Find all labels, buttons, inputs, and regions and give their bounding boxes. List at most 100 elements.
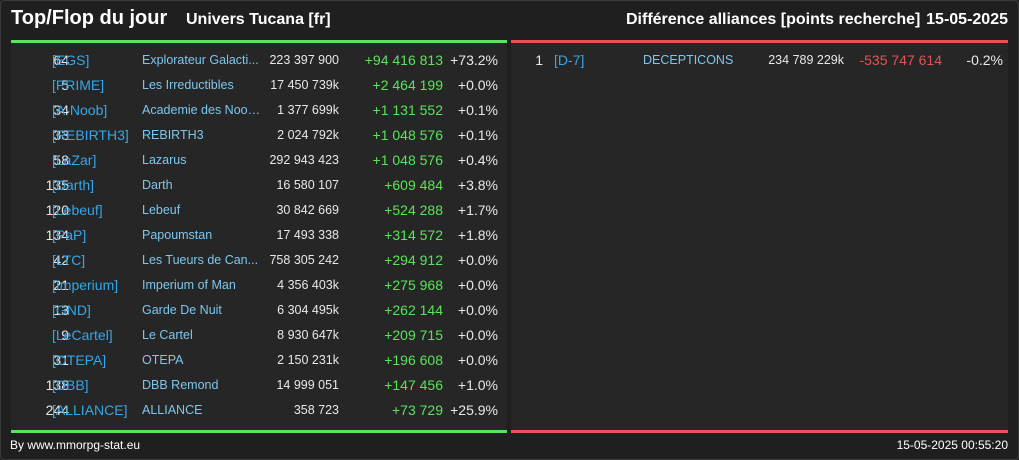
- table-row: 13 [GND] Garde De Nuit 6 304 495k +262 144 +0…: [11, 298, 507, 323]
- percent-cell: +3.8%: [457, 177, 498, 193]
- rank-cell: 21: [53, 277, 69, 293]
- alliance-tag-link[interactable]: [LaZar]: [52, 152, 97, 168]
- percent-cell: +0.1%: [457, 102, 498, 118]
- page-title: Top/Flop du jour: [11, 7, 168, 29]
- points-cell: 292 943 423: [269, 153, 339, 167]
- difference-cell: +1 048 576: [372, 152, 443, 168]
- difference-cell: -535 747 614: [859, 52, 942, 68]
- header-date: 15-05-2025: [926, 11, 1008, 28]
- table-row: 138 [DBB] DBB Remond 14 999 051 +147 456 +1.0…: [11, 373, 507, 398]
- points-cell: 2 150 231k: [277, 353, 339, 367]
- points-cell: 234 789 229k: [768, 53, 844, 67]
- alliance-tag-link[interactable]: [ALLIANCE]: [52, 402, 128, 418]
- alliance-name-link[interactable]: Explorateur Galacti...: [142, 53, 259, 67]
- alliance-tag-link[interactable]: [PaP]: [52, 227, 87, 243]
- difference-cell: +314 572: [384, 227, 443, 243]
- difference-cell: +1 131 552: [372, 102, 443, 118]
- universe-label: Univers Tucana [fr]: [186, 11, 331, 28]
- percent-cell: -0.2%: [966, 52, 1003, 68]
- alliance-tag-link[interactable]: [PRIME]: [52, 77, 105, 93]
- rank-cell: 1: [535, 52, 543, 68]
- points-cell: 6 304 495k: [277, 303, 339, 317]
- table-row: 5 [PRIME] Les Irreductibles 17 450 739k +2 4…: [11, 73, 507, 98]
- rank-cell: 135: [45, 177, 69, 193]
- difference-cell: +209 715: [384, 327, 443, 343]
- percent-cell: +0.0%: [457, 77, 498, 93]
- points-cell: 30 842 669: [276, 203, 339, 217]
- alliance-name-link[interactable]: DECEPTICONS: [643, 53, 734, 67]
- alliance-name-link[interactable]: Lazarus: [142, 153, 187, 167]
- rank-cell: 58: [53, 152, 69, 168]
- alliance-tag-link[interactable]: [REBIRTH3]: [52, 127, 129, 143]
- flop-panel: 1 [D-7] DECEPTICONS 234 789 229k -535 747 61…: [511, 40, 1008, 433]
- source-credit: By www.mmorpg-stat.eu: [10, 438, 141, 452]
- difference-cell: +609 484: [384, 177, 443, 193]
- alliance-name-link[interactable]: Academie des Noob...: [142, 103, 262, 117]
- alliance-tag-link[interactable]: [Darth]: [52, 177, 95, 193]
- percent-cell: +73.2%: [450, 52, 498, 68]
- points-cell: 8 930 647k: [277, 328, 339, 342]
- alliance-tag-link[interactable]: [D-7]: [554, 52, 585, 68]
- percent-cell: +1.7%: [457, 202, 498, 218]
- alliance-tag-link[interactable]: [EGS]: [52, 52, 90, 68]
- rank-cell: 9: [61, 327, 69, 343]
- alliance-name-link[interactable]: Darth: [142, 178, 173, 192]
- alliance-tag-link[interactable]: [Lebeuf]: [52, 202, 103, 218]
- percent-cell: +0.0%: [457, 302, 498, 318]
- alliance-name-link[interactable]: Lebeuf: [142, 203, 181, 217]
- alliance-name-link[interactable]: Garde De Nuit: [142, 303, 222, 317]
- points-cell: 17 450 739k: [270, 78, 339, 92]
- points-cell: 14 999 051: [276, 378, 339, 392]
- table-row: 244 [ALLIANCE] ALLIANCE 358 723 +73 729 +25.9…: [11, 398, 507, 423]
- difference-cell: +262 144: [384, 302, 443, 318]
- percent-cell: +0.0%: [457, 277, 498, 293]
- difference-cell: +94 416 813: [364, 52, 443, 68]
- alliance-name-link[interactable]: Le Cartel: [142, 328, 193, 342]
- table-row: 31 [OTEPA] OTEPA 2 150 231k +196 608 +0.0%: [11, 348, 507, 373]
- table-row: 34 [A-Noob] Academie des Noob... 1 377 699k…: [11, 98, 507, 123]
- table-row: 120 [Lebeuf] Lebeuf 30 842 669 +524 288 +1.7%: [11, 198, 507, 223]
- alliance-name-link[interactable]: Les Tueurs de Can...: [142, 253, 259, 267]
- percent-cell: +1.0%: [457, 377, 498, 393]
- alliance-tag-link[interactable]: [GND]: [52, 302, 91, 318]
- alliance-name-link[interactable]: ALLIANCE: [142, 403, 203, 417]
- points-cell: 17 493 338: [276, 228, 339, 242]
- alliance-name-link[interactable]: Les Irreductibles: [142, 78, 234, 92]
- difference-cell: +2 464 199: [372, 77, 443, 93]
- alliance-tag-link[interactable]: [LTC]: [52, 252, 86, 268]
- percent-cell: +25.9%: [450, 402, 498, 418]
- table-row: 58 [LaZar] Lazarus 292 943 423 +1 048 576 +0.…: [11, 148, 507, 173]
- difference-cell: +147 456: [384, 377, 443, 393]
- points-cell: 4 356 403k: [277, 278, 339, 292]
- rank-cell: 13: [53, 302, 69, 318]
- table-row: 42 [LTC] Les Tueurs de Can... 758 305 242 +2…: [11, 248, 507, 273]
- points-cell: 2 024 792k: [277, 128, 339, 142]
- difference-cell: +73 729: [392, 402, 443, 418]
- alliance-tag-link[interactable]: [LeCartel]: [52, 327, 113, 343]
- alliance-tag-link[interactable]: [A-Noob]: [52, 102, 108, 118]
- difference-cell: +196 608: [384, 352, 443, 368]
- table-row: 21 [Imperium] Imperium of Man 4 356 403k +27…: [11, 273, 507, 298]
- rank-cell: 134: [45, 227, 69, 243]
- alliance-name-link[interactable]: Papoumstan: [142, 228, 213, 242]
- alliance-name-link[interactable]: REBIRTH3: [142, 128, 204, 142]
- table-row: 1 [D-7] DECEPTICONS 234 789 229k -535 747 61…: [511, 48, 1008, 73]
- table-row: 64 [EGS] Explorateur Galacti... 223 397 900…: [11, 48, 507, 73]
- difference-cell: +275 968: [384, 277, 443, 293]
- difference-cell: +294 912: [384, 252, 443, 268]
- footer-timestamp: 15-05-2025 00:55:20: [896, 438, 1008, 452]
- table-row: 134 [PaP] Papoumstan 17 493 338 +314 572 +1.8…: [11, 223, 507, 248]
- alliance-name-link[interactable]: Imperium of Man: [142, 278, 236, 292]
- rank-cell: 120: [45, 202, 69, 218]
- percent-cell: +1.8%: [457, 227, 498, 243]
- alliance-name-link[interactable]: OTEPA: [142, 353, 184, 367]
- alliance-tag-link[interactable]: [Imperium]: [52, 277, 119, 293]
- percent-cell: +0.0%: [457, 252, 498, 268]
- rank-cell: 34: [53, 102, 69, 118]
- alliance-tag-link[interactable]: [OTEPA]: [52, 352, 107, 368]
- table-row: 135 [Darth] Darth 16 580 107 +609 484 +3.8%: [11, 173, 507, 198]
- alliance-name-link[interactable]: DBB Remond: [142, 378, 219, 392]
- percent-cell: +0.0%: [457, 327, 498, 343]
- alliance-tag-link[interactable]: [DBB]: [52, 377, 89, 393]
- percent-cell: +0.4%: [457, 152, 498, 168]
